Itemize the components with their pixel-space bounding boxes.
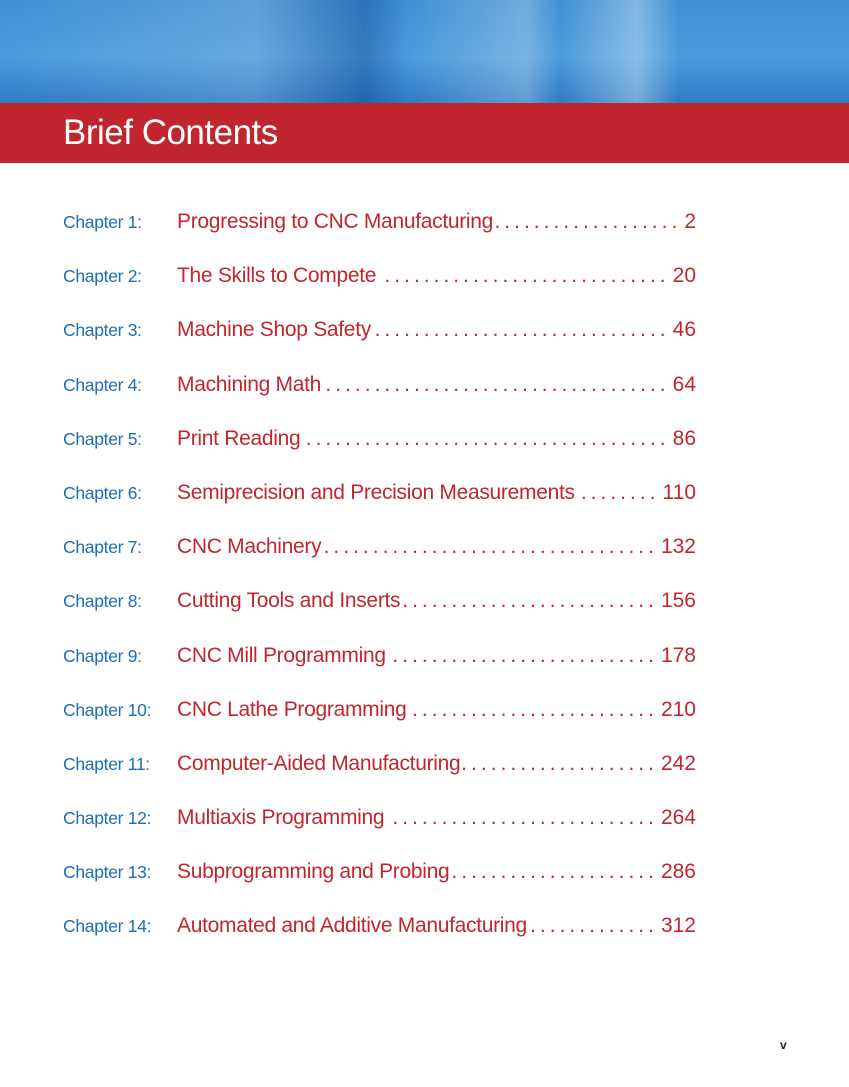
chapter-title[interactable]: Cutting Tools and Inserts bbox=[177, 589, 401, 613]
page-number: 132 bbox=[660, 535, 696, 559]
toc-entry[interactable]: Chapter 11: Computer-Aided Manufacturing… bbox=[63, 752, 696, 806]
chapter-label: Chapter 12: bbox=[63, 808, 152, 829]
dot-leader: ........................................… bbox=[324, 535, 658, 559]
chapter-label: Chapter 8: bbox=[63, 591, 142, 612]
chapter-title[interactable]: Subprogramming and Probing bbox=[177, 860, 450, 884]
page-number: 178 bbox=[660, 643, 696, 667]
dot-leader: ........................................… bbox=[379, 264, 670, 288]
chapter-title[interactable]: Semiprecision and Precision Measurements bbox=[177, 480, 575, 504]
table-of-contents: Chapter 1: Progressing to CNC Manufactur… bbox=[63, 210, 696, 969]
chapter-label: Chapter 7: bbox=[63, 537, 142, 558]
chapter-title[interactable]: CNC Lathe Programming bbox=[177, 697, 407, 721]
header-banner-image bbox=[0, 0, 849, 103]
chapter-label: Chapter 9: bbox=[63, 645, 142, 666]
chapter-label: Chapter 4: bbox=[63, 374, 142, 395]
page-number: 286 bbox=[660, 860, 696, 884]
chapter-title[interactable]: Machining Math bbox=[177, 372, 322, 396]
chapter-label: Chapter 2: bbox=[63, 266, 142, 287]
dot-leader: ........................................… bbox=[409, 697, 658, 721]
toc-entry[interactable]: Chapter 9: CNC Mill Programming ........… bbox=[63, 644, 696, 698]
page-number: 20 bbox=[672, 264, 696, 288]
chapter-label: Chapter 13: bbox=[63, 862, 152, 883]
toc-entry[interactable]: Chapter 12: Multiaxis Programming ......… bbox=[63, 806, 696, 860]
chapter-label: Chapter 10: bbox=[63, 699, 152, 720]
page-number: 242 bbox=[660, 751, 696, 775]
page-number: 312 bbox=[660, 914, 696, 938]
page-number: 2 bbox=[684, 210, 696, 233]
dot-leader: ........................................… bbox=[324, 372, 670, 396]
dot-leader: ........................................… bbox=[403, 589, 658, 613]
chapter-title[interactable]: CNC Machinery bbox=[177, 535, 322, 559]
dot-leader: ........................................… bbox=[578, 480, 660, 504]
page-number: 86 bbox=[672, 426, 696, 450]
page-number: 110 bbox=[662, 480, 696, 504]
toc-entry[interactable]: Chapter 10: CNC Lathe Programming ......… bbox=[63, 698, 696, 752]
dot-leader: ........................................… bbox=[463, 751, 658, 775]
toc-entry[interactable]: Chapter 7: CNC Machinery ...............… bbox=[63, 535, 696, 589]
page-title: Brief Contents bbox=[63, 113, 278, 152]
chapter-title[interactable]: CNC Mill Programming bbox=[177, 643, 386, 667]
chapter-title[interactable]: Print Reading bbox=[177, 426, 301, 450]
toc-entry[interactable]: Chapter 13: Subprogramming and Probing .… bbox=[63, 860, 696, 914]
page-number: 64 bbox=[672, 372, 696, 396]
chapter-title[interactable]: Computer-Aided Manufacturing bbox=[177, 751, 461, 775]
dot-leader: ........................................… bbox=[374, 318, 670, 342]
folio-page-number: v bbox=[780, 1038, 787, 1052]
toc-entry[interactable]: Chapter 2: The Skills to Compete .......… bbox=[63, 264, 696, 318]
chapter-label: Chapter 14: bbox=[63, 916, 152, 937]
dot-leader: ........................................… bbox=[452, 860, 658, 884]
page-number: 46 bbox=[672, 318, 696, 342]
toc-entry[interactable]: Chapter 1: Progressing to CNC Manufactur… bbox=[63, 210, 696, 264]
toc-entry[interactable]: Chapter 6: Semiprecision and Precision M… bbox=[63, 481, 696, 535]
chapter-label: Chapter 1: bbox=[63, 212, 142, 232]
toc-entry[interactable]: Chapter 3: Machine Shop Safety .........… bbox=[63, 318, 696, 372]
chapter-label: Chapter 5: bbox=[63, 428, 142, 449]
toc-entry[interactable]: Chapter 4: Machining Math ..............… bbox=[63, 373, 696, 427]
page-number: 156 bbox=[660, 589, 696, 613]
dot-leader: ........................................… bbox=[530, 914, 658, 938]
dot-leader: ........................................… bbox=[387, 806, 658, 830]
chapter-title[interactable]: Automated and Additive Manufacturing bbox=[177, 914, 527, 938]
chapter-title[interactable]: The Skills to Compete bbox=[177, 264, 377, 288]
chapter-title[interactable]: Multiaxis Programming bbox=[177, 806, 385, 830]
dot-leader: ........................................… bbox=[496, 210, 682, 233]
toc-entry[interactable]: Chapter 5: Print Reading ...............… bbox=[63, 427, 696, 481]
chapter-title[interactable]: Progressing to CNC Manufacturing bbox=[177, 210, 494, 233]
dot-leader: ........................................… bbox=[389, 643, 658, 667]
chapter-title[interactable]: Machine Shop Safety bbox=[177, 318, 371, 342]
toc-entry[interactable]: Chapter 14: Automated and Additive Manuf… bbox=[63, 914, 696, 968]
dot-leader: ........................................… bbox=[303, 426, 670, 450]
chapter-label: Chapter 3: bbox=[63, 320, 142, 341]
chapter-label: Chapter 11: bbox=[63, 753, 150, 774]
toc-entry[interactable]: Chapter 8: Cutting Tools and Inserts ...… bbox=[63, 589, 696, 643]
title-band bbox=[0, 103, 849, 163]
chapter-label: Chapter 6: bbox=[63, 482, 142, 503]
page-number: 210 bbox=[660, 697, 696, 721]
page-number: 264 bbox=[660, 806, 696, 830]
